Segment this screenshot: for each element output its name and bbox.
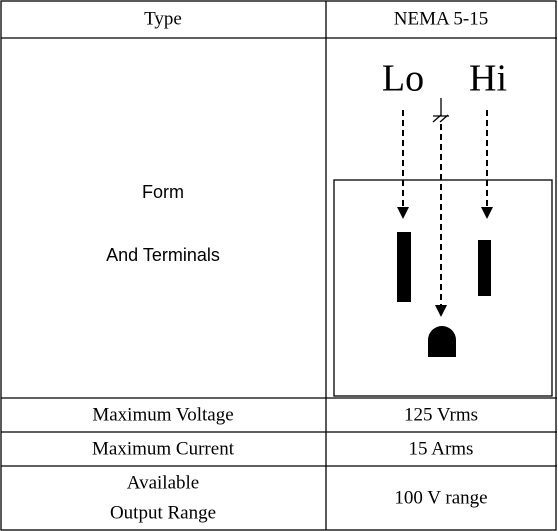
cell: 125 Vrms (404, 404, 478, 425)
outlet-diagram: Lo Hi (333, 58, 553, 397)
cell: 100 V range (394, 487, 487, 508)
arrow-head (435, 305, 447, 317)
cell: Output Range (110, 502, 216, 523)
slot (478, 240, 491, 296)
outlet-face (333, 179, 553, 397)
ground-symbol (432, 98, 449, 123)
terminal-label: Hi (469, 58, 507, 100)
cell: 15 Arms (409, 438, 474, 459)
cell: Form (142, 182, 184, 202)
ground-pin (428, 326, 456, 357)
arrow-head (481, 207, 493, 219)
cell: And Terminals (106, 245, 220, 265)
cell: NEMA 5-15 (394, 8, 488, 29)
slot (397, 232, 411, 302)
cell: Maximum Current (92, 438, 235, 459)
arrow-head (397, 207, 409, 219)
cell: Available (127, 472, 199, 493)
cell: Type (144, 8, 182, 29)
terminal-label: Lo (382, 58, 424, 100)
cell: Maximum Voltage (92, 404, 233, 425)
